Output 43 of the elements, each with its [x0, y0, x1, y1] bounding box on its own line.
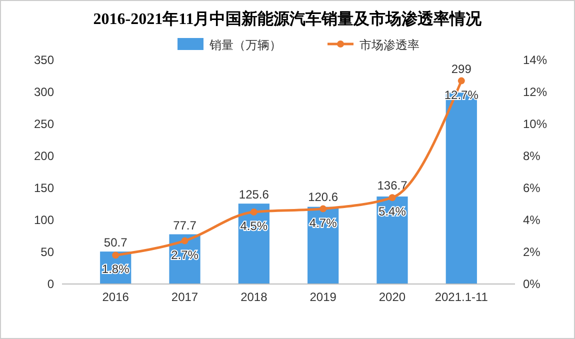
- data-label: 299: [451, 62, 472, 76]
- point: [250, 208, 258, 216]
- data-label: 125.6: [238, 188, 270, 202]
- chart-title: 2016-2021年11月中国新能源汽车销量及市场渗透率情况: [93, 9, 483, 28]
- y-tick-label: 250: [34, 117, 54, 131]
- y-tick-label: 200: [34, 149, 54, 163]
- y-tick-label: 0: [47, 277, 54, 291]
- data-label: 120.6: [308, 190, 338, 204]
- data-label: 136.7: [377, 178, 408, 193]
- data-label: 5.4%: [378, 204, 406, 219]
- point: [388, 194, 396, 202]
- data-label: 2.7%: [171, 248, 199, 262]
- y-tick-label: 350: [34, 53, 54, 67]
- point: [320, 205, 327, 212]
- y2-tick-label: 6%: [523, 181, 541, 195]
- y2-tick-label: 4%: [523, 213, 541, 227]
- y2-tick-label: 2%: [523, 245, 541, 259]
- data-label: 4.7%: [309, 216, 338, 230]
- y2-tick-label: 10%: [523, 117, 548, 131]
- data-label: 4.5%: [240, 219, 268, 233]
- y2-tick-label: 12%: [523, 85, 548, 99]
- point: [112, 252, 120, 259]
- y2-tick-label: 14%: [523, 53, 548, 67]
- point: [181, 237, 188, 244]
- bar: [446, 92, 477, 284]
- legend-label: 市场渗透率: [360, 38, 420, 52]
- y2-tick-label: 0%: [523, 277, 541, 291]
- data-label: 1.8%: [102, 262, 130, 276]
- x-tick-label: 2018: [240, 290, 268, 304]
- x-tick-label: 2020: [378, 290, 406, 304]
- y2-tick-label: 8%: [523, 149, 541, 163]
- x-tick-label: 2019: [310, 290, 337, 304]
- point: [458, 77, 465, 84]
- legend-label: 销量（万辆）: [208, 38, 282, 52]
- x-tick-label: 2017: [171, 290, 198, 304]
- y-tick-label: 150: [34, 181, 54, 195]
- y-tick-label: 300: [34, 85, 54, 99]
- y-tick-label: 100: [34, 213, 54, 227]
- x-tick-label: 2016: [102, 290, 130, 304]
- data-label: 77.7: [173, 218, 197, 232]
- y-tick-label: 50: [40, 245, 54, 259]
- data-label: 50.7: [104, 236, 128, 250]
- x-tick-label: 2021.1-11: [434, 290, 488, 304]
